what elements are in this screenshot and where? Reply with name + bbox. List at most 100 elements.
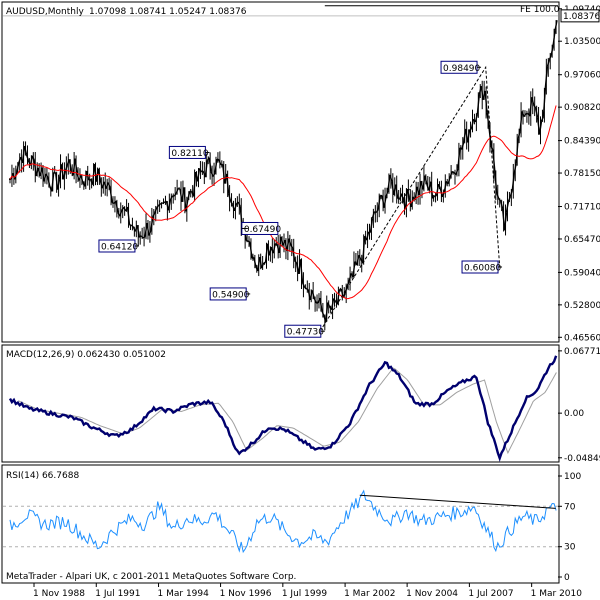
price-candle-body bbox=[263, 261, 266, 264]
time-tick-label: 1 Jul 1999 bbox=[282, 589, 327, 599]
price-candle-body bbox=[156, 204, 160, 209]
price-candle-body bbox=[375, 208, 379, 213]
price-tick-label: 0.52800 bbox=[564, 301, 600, 311]
price-candle-body bbox=[25, 154, 30, 161]
rsi-divergence-line bbox=[359, 494, 556, 509]
price-candle-body bbox=[140, 235, 144, 239]
moving-average-line bbox=[9, 105, 557, 300]
price-candle-body bbox=[93, 163, 98, 182]
price-tick-label: 0.90820 bbox=[564, 103, 600, 113]
macd-tick-label: 0.00 bbox=[564, 409, 584, 419]
price-candle-body bbox=[546, 59, 550, 68]
price-candle-body bbox=[43, 173, 47, 182]
price-candle-body bbox=[204, 160, 208, 178]
price-candle-body bbox=[507, 196, 512, 202]
price-candle-body bbox=[554, 20, 558, 31]
rsi-title: RSI(14) 66.7688 bbox=[6, 471, 79, 481]
price-candle-body bbox=[469, 128, 472, 131]
price-tick-label: 0.78150 bbox=[564, 169, 600, 179]
price-candle-body bbox=[229, 200, 234, 205]
price-candle-body bbox=[336, 289, 341, 305]
time-axis: 1 Nov 1988 1 Jul 1991 1 Mar 1994 1 Nov 1996… bbox=[33, 583, 582, 599]
price-candle-body bbox=[136, 225, 140, 238]
price-candle-body bbox=[358, 254, 362, 260]
annotation-label: 0.60080 bbox=[464, 264, 501, 274]
price-ohlc: 1.07098 1.08741 1.05247 1.08376 bbox=[89, 7, 247, 17]
price-candle-body bbox=[272, 243, 276, 254]
price-candle-body bbox=[80, 175, 84, 183]
price-candle-body bbox=[62, 170, 67, 180]
macd-axis: 0.067713 0.00 -0.04849 bbox=[558, 347, 600, 464]
footer-copyright: MetaTrader - Alpari UK, c 2001-2011 Meta… bbox=[6, 572, 296, 582]
price-candle-body bbox=[476, 94, 481, 115]
price-candle-body bbox=[365, 231, 370, 241]
price-candle-body bbox=[457, 147, 461, 169]
price-candle-body bbox=[258, 257, 263, 269]
price-candle-body bbox=[538, 121, 543, 135]
annotation-label: 0.47730 bbox=[287, 328, 324, 338]
time-tick-label: 1 Mar 2010 bbox=[531, 589, 583, 599]
price-panel-frame bbox=[1, 1, 560, 343]
price-candle-body bbox=[385, 190, 389, 197]
macd-signal-line bbox=[17, 367, 557, 455]
annotation-label: 0.64120 bbox=[101, 242, 138, 252]
price-candle-body bbox=[130, 224, 134, 228]
price-candle-body bbox=[513, 163, 517, 174]
rsi-tick-label: 30 bbox=[564, 543, 576, 553]
price-candle-body bbox=[313, 297, 317, 304]
current-price-label: 1.08376 bbox=[563, 12, 600, 22]
price-candle-body bbox=[521, 111, 525, 117]
price-candle-body bbox=[509, 189, 514, 197]
price-candle-body bbox=[146, 222, 150, 236]
price-candle-body bbox=[480, 86, 484, 100]
price-candle-body bbox=[126, 206, 131, 225]
price-candle-body bbox=[517, 130, 521, 139]
price-candle-body bbox=[286, 238, 290, 252]
current-price-box bbox=[560, 9, 600, 23]
rsi-panel: 100 70 30 0 RSI(14) 66.7688 MetaTrader - Al… bbox=[1, 464, 581, 584]
price-candle-body bbox=[499, 200, 504, 209]
price-candle-body bbox=[47, 177, 51, 187]
price-candle-body bbox=[167, 199, 172, 211]
price-candle-body bbox=[422, 175, 426, 190]
price-candle-body bbox=[233, 203, 238, 212]
annotation-label: 0.82110 bbox=[171, 149, 208, 159]
price-tick-label: 0.71710 bbox=[564, 203, 600, 213]
price-title: AUDUSD,Monthly bbox=[6, 7, 84, 17]
price-candle-body bbox=[214, 159, 218, 173]
price-candle-body bbox=[503, 212, 508, 231]
price-candle-body bbox=[461, 141, 465, 150]
price-candle-body bbox=[16, 162, 20, 173]
price-candle-body bbox=[544, 66, 549, 88]
price-candle-body bbox=[404, 188, 409, 210]
price-candle-body bbox=[523, 113, 527, 118]
rsi-line bbox=[9, 489, 557, 554]
price-candle-body bbox=[109, 187, 113, 203]
price-candle-body bbox=[540, 116, 545, 122]
price-candle-body bbox=[169, 195, 173, 201]
rsi-tick-label: 70 bbox=[564, 502, 576, 512]
price-candle-body bbox=[249, 242, 253, 259]
price-candle-body bbox=[68, 159, 72, 171]
price-candle-body bbox=[496, 193, 500, 199]
price-candle-body bbox=[299, 259, 304, 283]
price-candle-body bbox=[311, 290, 315, 298]
price-candle-body bbox=[466, 129, 471, 143]
time-tick-label: 1 Nov 2004 bbox=[406, 589, 458, 599]
price-candle-body bbox=[150, 216, 154, 231]
price-candle-body bbox=[418, 181, 422, 196]
price-candle-body bbox=[260, 262, 265, 269]
price-candle-body bbox=[374, 211, 377, 214]
macd-title: MACD(12,26,9) 0.062430 0.051002 bbox=[6, 350, 166, 360]
price-candle-body bbox=[550, 45, 554, 56]
price-candle-body bbox=[505, 201, 510, 213]
price-candle-body bbox=[474, 114, 479, 123]
price-candle-body bbox=[275, 242, 278, 245]
price-candle-body bbox=[23, 145, 28, 155]
price-candle-body bbox=[321, 310, 325, 317]
price-candle-body bbox=[60, 164, 65, 180]
price-candle-body bbox=[414, 186, 418, 200]
price-candle-body bbox=[292, 248, 296, 261]
price-candle-body bbox=[154, 207, 158, 214]
price-candle-body bbox=[227, 193, 232, 202]
